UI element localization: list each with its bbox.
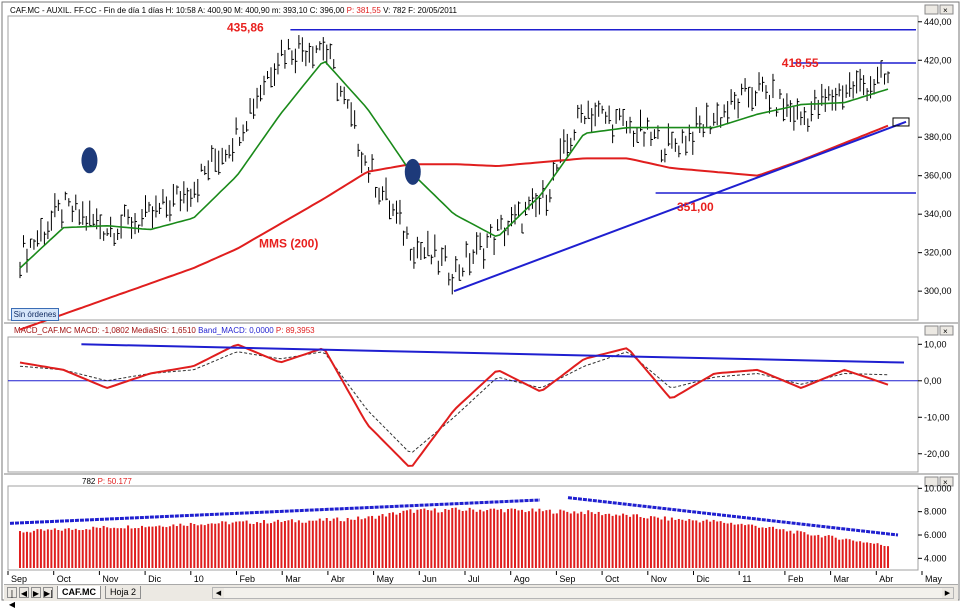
macd-header-band: Band_MACD: 0,0000 [198,326,276,335]
price-ytick-label: 320,00 [924,248,952,258]
x-axis-label: Oct [605,574,620,584]
volume-ytick-label: 6.000 [924,530,947,540]
annotation-low: 351,00 [677,200,714,214]
crossover-marker-2 [81,147,98,174]
x-axis-label: Mar [285,574,301,584]
volume-panel-controls: × [924,476,954,487]
x-axis-label: Dic [697,574,710,584]
x-axis-label: Mar [834,574,850,584]
close-panel-icon [939,476,954,487]
price-ytick-label: 440,00 [924,17,952,27]
price-panel-controls: × [924,4,954,15]
close-panel-glyph: × [943,478,948,487]
price-header-bar [4,4,958,15]
volume-header: 782 P: 50.177 [82,477,132,486]
last-sheet-button[interactable]: ▶| [43,587,53,598]
volume-trendline-falling [567,496,899,537]
x-axis-label: Sep [559,574,575,584]
tab-caf-mc[interactable]: CAF.MC [57,586,101,599]
restore-panel-icon [924,476,939,487]
volume-ytick-label: 4.000 [924,553,947,563]
volume-header-p: P: 50.177 [98,477,133,486]
horizontal-scrollbar[interactable]: ◀ ▶ [212,587,954,599]
x-axis-label: Jun [422,574,437,584]
x-axis-label: Feb [240,574,256,584]
sin-ordenes-button[interactable]: Sin órdenes [11,308,59,321]
x-axis-label: 11 [742,574,751,584]
macd-header: MACD_CAF.MC MACD: -1,0802 MediaSIG: 1,65… [14,326,315,335]
mms-200-line [19,124,889,331]
x-axis-label: May [925,574,943,584]
volume-bars [19,507,889,568]
x-axis-label: Dic [148,574,161,584]
price-ytick-label: 360,00 [924,171,952,181]
close-panel-glyph: × [943,6,948,15]
macd-ytick-label: -20,00 [924,449,950,459]
macd-header-values: MACD_CAF.MC MACD: -1,0802 MediaSIG: 1,65… [14,326,198,335]
next-sheet-button[interactable]: ▶ [31,587,41,598]
x-axis-label: Nov [102,574,119,584]
volume-ytick-label: 10.000 [924,483,952,493]
volume-header-value: 782 [82,477,98,486]
price-ytick-label: 420,00 [924,55,952,65]
price-panel-frame [7,15,919,321]
restore-panel-icon [924,4,939,15]
macd-line [19,343,889,467]
volume-trendline-rising [9,498,541,525]
annotation-high: 435,86 [227,21,264,35]
current-price-marker [892,117,910,127]
price-header-p: P: 381,55 [347,6,383,15]
x-axis-label: Abr [331,574,345,584]
previous-sheet-button[interactable]: ◀ [19,587,29,598]
x-axis-label: Nov [651,574,668,584]
x-axis-label: 10 [194,574,204,584]
x-axis-label: Jul [468,574,480,584]
close-panel-glyph: × [943,327,948,336]
price-header: CAF.MC - AUXIL. FF.CC - Fin de día 1 día… [10,6,457,15]
price-header-values: CAF.MC - AUXIL. FF.CC - Fin de día 1 día… [10,6,347,15]
price-ytick-label: 400,00 [924,94,952,104]
sheet-tab-bar: |◀ ◀ ▶ ▶| CAF.MC Hoja 2 ◀ ▶ [4,584,958,609]
macd-signal-line [19,351,889,453]
price-ytick-label: 300,00 [924,286,952,296]
macd-ytick-label: 0,00 [924,376,942,386]
macd-ytick-label: 10,00 [924,339,947,349]
x-axis-label: Abr [879,574,893,584]
price-ytick-label: 380,00 [924,132,952,142]
annotation-mms-200: MMS (200) [259,236,318,250]
close-panel-icon [939,325,954,336]
macd-panel-controls: × [924,325,954,336]
x-axis-label: Oct [57,574,72,584]
x-axis-label: Ago [514,574,530,584]
scroll-right-icon[interactable]: ▶ [942,588,953,598]
moving-average-line [19,60,889,269]
macd-ytick-label: -10,00 [924,412,950,422]
close-panel-icon [939,4,954,15]
x-axis-label: May [377,574,395,584]
tab-hoja-2[interactable]: Hoja 2 [105,586,142,599]
annotation-peak: 418,55 [782,56,819,70]
price-ytick-label: 340,00 [924,209,952,219]
volume-panel-frame [7,485,919,571]
volume-ytick-label: 8.000 [924,507,947,517]
price-bars [19,35,890,295]
macd-header-p: P: 89,3953 [276,326,315,335]
crossover-marker-1 [404,158,421,185]
scroll-left-icon[interactable]: ◀ [213,588,224,598]
macd-panel-frame [7,336,919,473]
rising-trendline [453,120,907,293]
price-header-tail: V: 782 F: 20/05/2011 [383,6,457,15]
first-sheet-button[interactable]: |◀ [7,587,17,609]
x-axis-label: Feb [788,574,804,584]
restore-panel-icon [924,325,939,336]
x-axis-label: Sep [11,574,27,584]
macd-trendline [81,343,905,364]
